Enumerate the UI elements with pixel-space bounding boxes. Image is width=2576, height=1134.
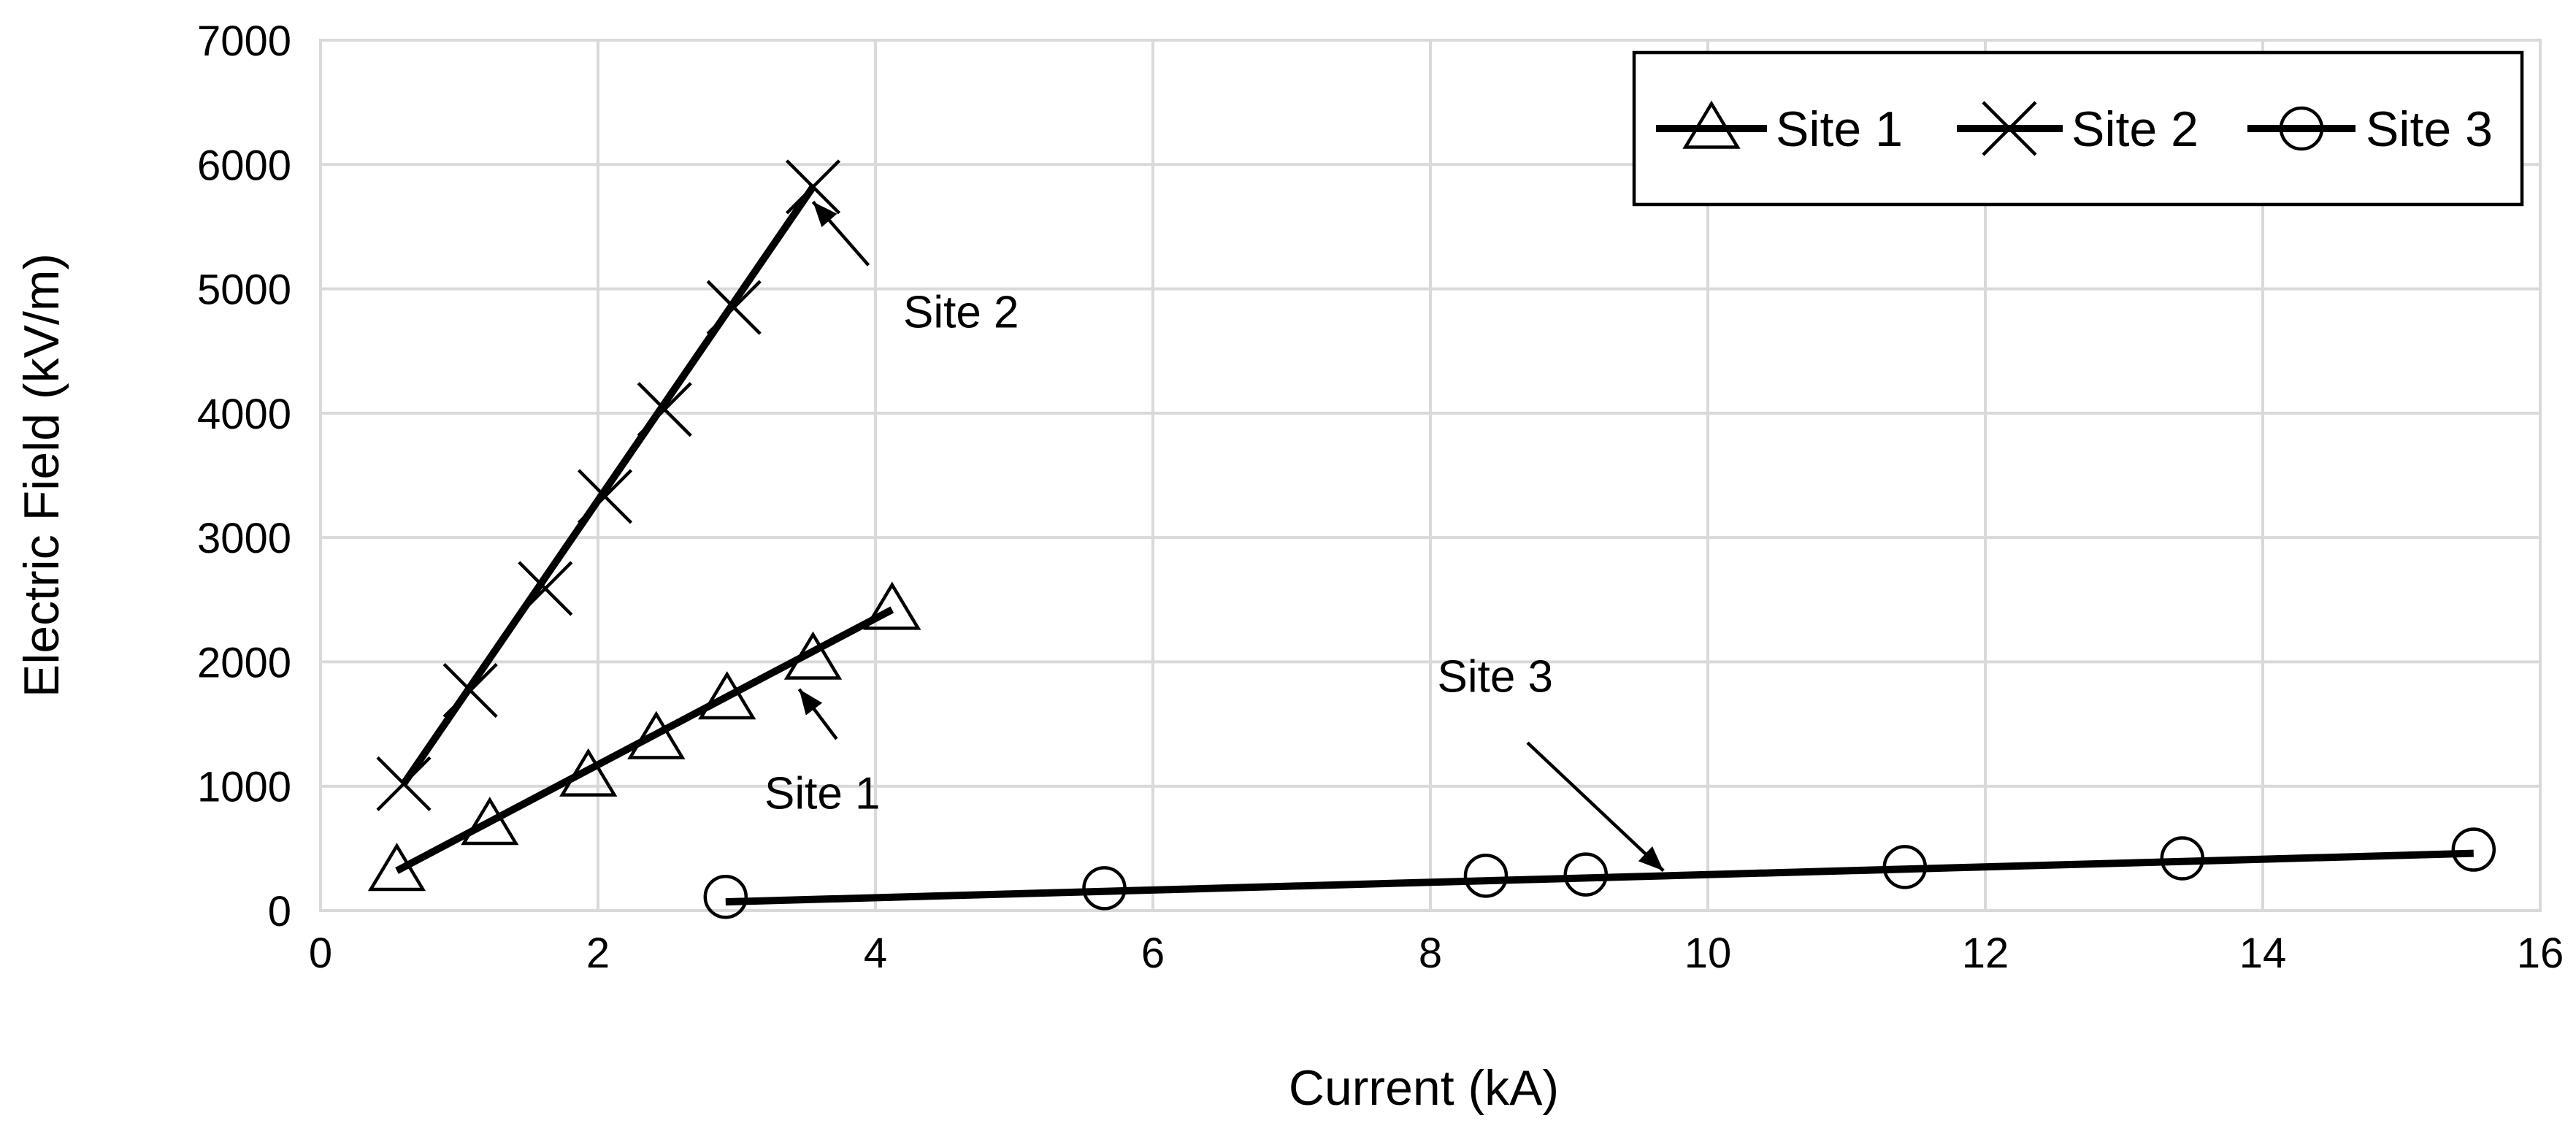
data-point-site-1 [627, 710, 686, 759]
data-point-site-3 [703, 875, 748, 919]
data-point-site-3 [1463, 854, 1509, 898]
x-tick-labels: 0 2 4 6 8 10 12 14 16 [309, 930, 2564, 977]
series-lines [395, 185, 2474, 906]
x-tick-label: 10 [1684, 930, 1732, 977]
legend-label-site-1: Site 1 [1776, 101, 1903, 157]
data-point-site-1 [461, 797, 519, 846]
plot-area [319, 39, 2542, 912]
data-point-site-2 [442, 663, 498, 719]
series-line-site-3 [725, 849, 2474, 906]
y-tick-label: 3000 [197, 515, 291, 562]
y-tick-label: 4000 [197, 391, 291, 438]
data-point-site-2 [518, 561, 573, 616]
annotation-arrowhead [813, 202, 837, 228]
y-tick-label: 7000 [197, 18, 291, 65]
y-tick-labels: 0 1000 2000 3000 4000 5000 6000 7000 [197, 18, 291, 935]
legend-marker-site-3 [2279, 106, 2324, 151]
legend-label-site-3: Site 3 [2366, 101, 2493, 157]
data-point-site-2 [577, 469, 633, 524]
legend-marker-site-1 [1682, 100, 1741, 149]
x-tick-label: 16 [2517, 930, 2564, 977]
legend-box [1632, 50, 2524, 207]
data-point-site-1 [698, 671, 756, 720]
data-point-site-1 [783, 631, 843, 680]
y-tick-label: 5000 [197, 267, 291, 314]
annotation-arrow [1526, 741, 1665, 873]
data-point-site-1 [863, 581, 921, 630]
annotation-arrowhead [799, 689, 823, 716]
data-point-site-2 [376, 756, 432, 811]
x-tick-label: 6 [1141, 930, 1165, 977]
annotation-label: Site 2 [903, 287, 1019, 337]
data-point-site-1 [367, 843, 426, 892]
legend: Site 1 Site 2 Site 3 [1632, 50, 2524, 207]
y-tick-label: 1000 [197, 764, 291, 811]
annotation-arrowhead [1638, 846, 1664, 871]
series-line-site-1 [395, 606, 894, 874]
data-point-site-3 [2451, 827, 2496, 872]
x-tick-label: 4 [864, 930, 887, 977]
data-point-site-3 [2160, 836, 2205, 881]
annotation-label: Site 1 [764, 768, 881, 819]
data-point-site-3 [1882, 845, 1928, 889]
data-point-site-2 [785, 159, 841, 215]
data-point-site-2 [706, 280, 762, 335]
markers [367, 159, 2496, 919]
y-tick-label: 2000 [197, 639, 291, 686]
y-tick-label: 0 [268, 888, 291, 935]
data-point-site-1 [559, 748, 618, 797]
x-tick-label: 12 [1962, 930, 2009, 977]
legend-label-site-2: Site 2 [2071, 101, 2199, 157]
x-tick-label: 14 [2239, 930, 2287, 977]
annotation-label: Site 3 [1438, 651, 1554, 702]
x-tick-label: 8 [1419, 930, 1442, 977]
y-axis-title: Electric Field (kV/m) [14, 253, 69, 697]
data-point-site-3 [1082, 866, 1127, 911]
legend-marker-site-2 [1982, 101, 2037, 156]
x-tick-label: 0 [309, 930, 332, 977]
annotations: Site 2 Site 1 Site 3 [764, 200, 1665, 873]
series-line-site-2 [400, 185, 816, 786]
x-tick-label: 2 [586, 930, 610, 977]
x-axis-title: Current (kA) [1289, 1060, 1559, 1116]
data-point-site-3 [1563, 852, 1609, 897]
data-point-site-2 [637, 382, 692, 437]
y-tick-label: 6000 [197, 142, 291, 189]
